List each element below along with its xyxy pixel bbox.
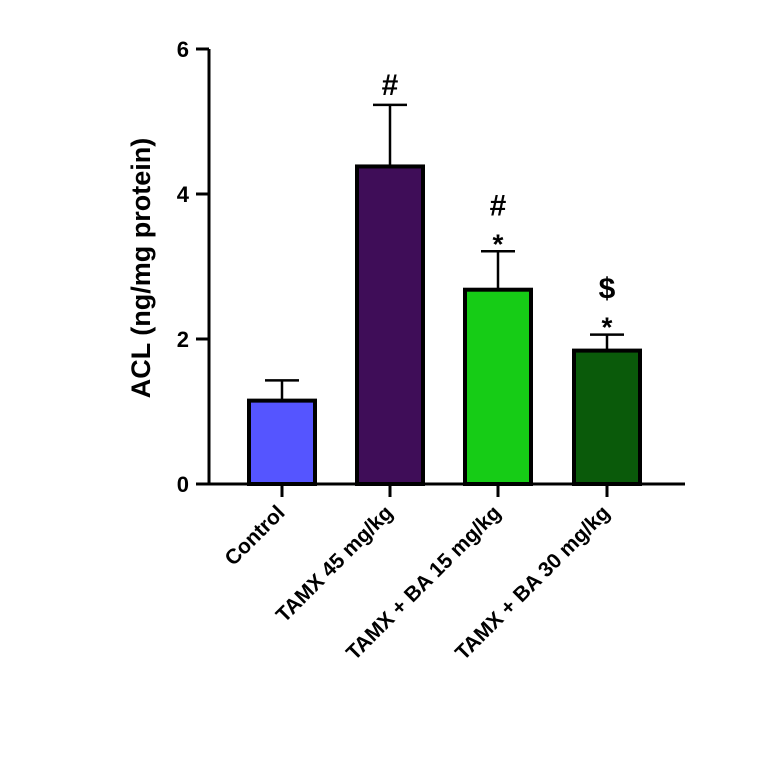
bars [247, 103, 642, 487]
significance-star: * [602, 312, 613, 343]
x-category-label: TAMX 45 mg/kg [272, 501, 398, 627]
significance-hash: # [490, 189, 507, 222]
y-tick-label: 6 [177, 37, 189, 62]
significance-star: * [493, 228, 504, 259]
y-tick-label: 0 [177, 472, 189, 497]
y-axis-label: ACL (ng/mg protein) [126, 138, 156, 398]
significance-hash: # [382, 69, 399, 102]
bar [355, 164, 425, 486]
x-category-label: Control [220, 501, 289, 570]
bar [463, 287, 533, 487]
bar [247, 398, 317, 486]
significance-dollar: $ [599, 273, 616, 306]
bar [572, 348, 642, 486]
y-tick-label: 4 [177, 182, 190, 207]
y-tick-label: 2 [177, 327, 189, 352]
